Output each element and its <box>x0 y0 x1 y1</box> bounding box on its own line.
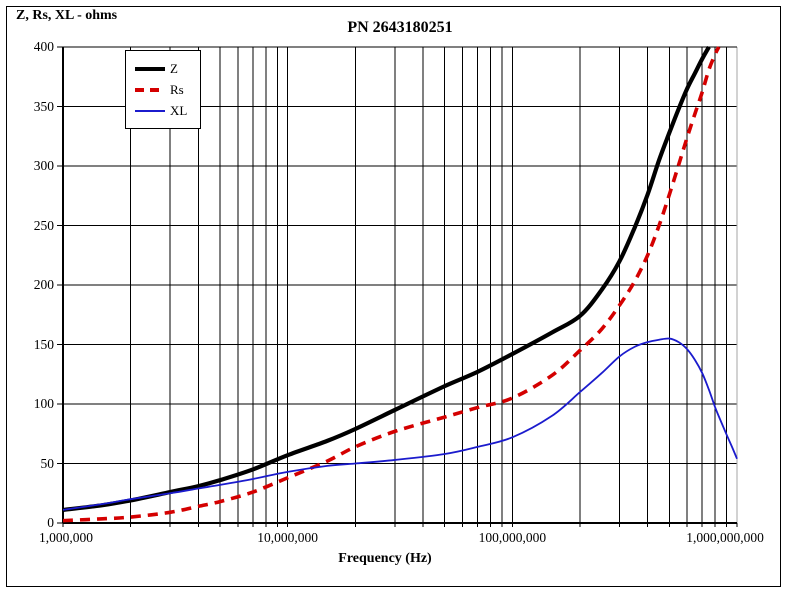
xl-line-swatch <box>135 109 165 112</box>
legend-item-z: Z <box>135 58 200 79</box>
y-tick-300: 300 <box>33 158 54 173</box>
y-tick-150: 150 <box>33 336 54 352</box>
y-axis-title: Z, Rs, XL - ohms <box>16 8 118 23</box>
chart-title: PN 2643180251 <box>347 19 453 36</box>
legend: Z Rs XL <box>125 50 201 129</box>
legend-label-xl: XL <box>170 103 188 118</box>
x-axis-title: Frequency (Hz) <box>338 551 432 566</box>
z-line-swatch <box>135 66 165 71</box>
legend-item-xl: XL <box>135 100 200 121</box>
y-tick-0: 0 <box>47 515 54 530</box>
y-tick-350: 350 <box>33 98 54 114</box>
y-tick-250: 250 <box>33 217 54 233</box>
plot-canvas <box>57 46 738 527</box>
x-tick-100000000: 100,000,000 <box>478 530 547 545</box>
x-tick-1000000: 1,000,000 <box>39 530 93 545</box>
legend-label-z: Z <box>170 61 178 76</box>
y-tick-400: 400 <box>33 39 54 54</box>
y-tick-50: 50 <box>40 455 55 471</box>
plot-area: Z Rs XL <box>57 46 738 527</box>
x-tick-10000000: 10,000,000 <box>257 530 319 545</box>
y-tick-200: 200 <box>33 277 54 292</box>
rs-line-swatch <box>135 87 165 92</box>
x-tick-1000000000: 1,000,000,000 <box>686 530 764 545</box>
legend-item-rs: Rs <box>135 79 200 100</box>
legend-label-rs: Rs <box>170 82 184 97</box>
y-tick-100: 100 <box>33 396 54 411</box>
